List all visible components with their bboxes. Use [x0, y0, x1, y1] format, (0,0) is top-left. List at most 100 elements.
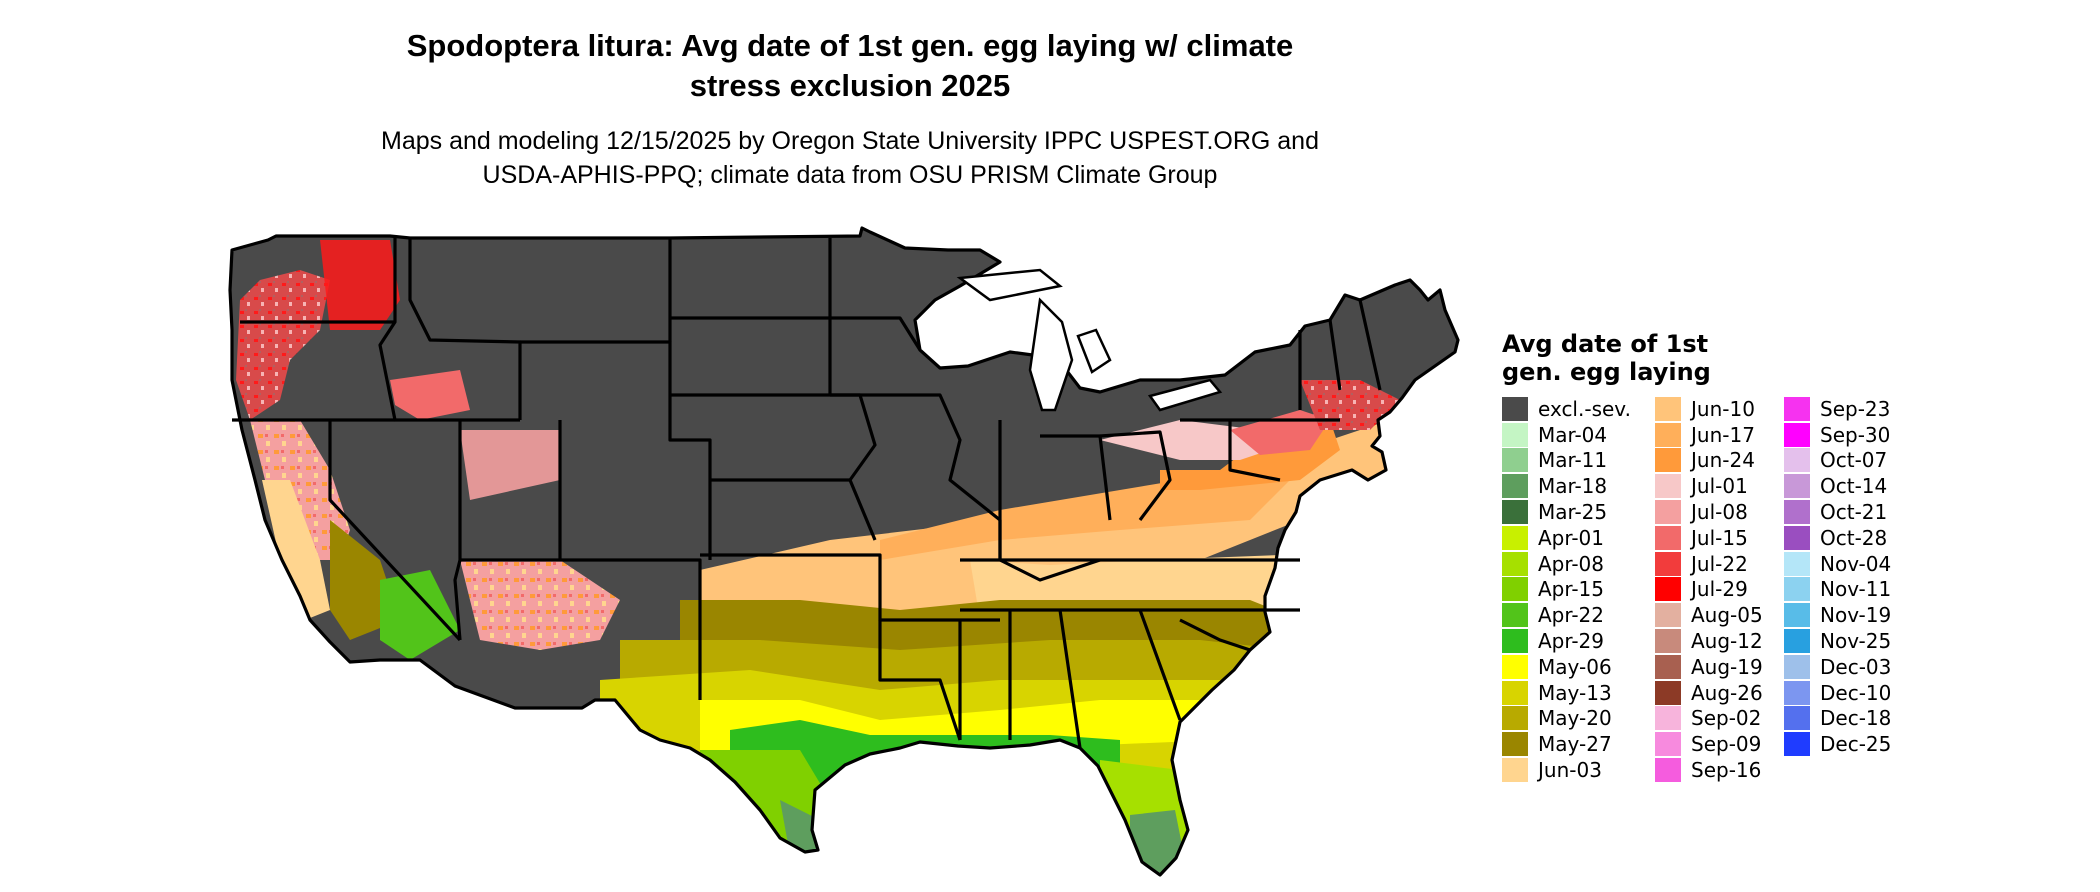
legend-item: Dec-25 [1784, 731, 1891, 757]
legend-swatch [1655, 500, 1681, 525]
legend-swatch [1655, 654, 1681, 679]
legend-label: Mar-18 [1538, 474, 1608, 499]
legend-item: Jul-29 [1655, 577, 1763, 603]
legend-swatch [1655, 577, 1681, 602]
legend-item: Jul-22 [1655, 551, 1763, 577]
legend-swatch [1655, 448, 1681, 473]
legend-item: Nov-11 [1784, 577, 1891, 603]
lake-huron [1076, 328, 1112, 374]
legend-swatch [1784, 732, 1810, 757]
legend-swatch [1655, 551, 1681, 576]
legend-label: Apr-22 [1538, 603, 1604, 628]
legend-swatch [1784, 396, 1810, 421]
legend-label: Jul-15 [1691, 525, 1748, 550]
legend-swatch [1502, 500, 1528, 525]
lake-superior [956, 268, 1063, 302]
legend-swatch [1502, 680, 1528, 705]
legend-item: Jul-01 [1655, 473, 1763, 499]
legend-label: Oct-07 [1820, 448, 1888, 473]
legend-title-line-2: gen. egg laying [1502, 358, 1711, 386]
legend-swatch [1784, 654, 1810, 679]
legend-item: Jun-24 [1655, 448, 1763, 474]
legend-swatch [1502, 448, 1528, 473]
legend-item: Dec-10 [1784, 680, 1891, 706]
border-ok [700, 553, 1000, 622]
border-oh [1099, 430, 1172, 521]
legend-swatch [1784, 551, 1810, 576]
legend-item: Oct-14 [1784, 473, 1891, 499]
legend-swatch [1655, 422, 1681, 447]
legend-label: Apr-15 [1538, 577, 1604, 602]
legend-label: Dec-18 [1820, 706, 1892, 731]
border-pa-md [1180, 418, 1340, 482]
legend-swatch [1502, 396, 1528, 421]
zone-northeast-coast [1300, 380, 1400, 430]
legend-swatch [1655, 706, 1681, 731]
legend-item: Apr-29 [1502, 628, 1631, 654]
zone-pacific-nw [236, 270, 330, 420]
zone-arizona-nm [460, 560, 620, 650]
legend-swatch [1655, 680, 1681, 705]
legend-item: Aug-12 [1655, 628, 1763, 654]
legend-swatch [1502, 474, 1528, 499]
legend-item: Jul-15 [1655, 525, 1763, 551]
subtitle-line-2: USDA-APHIS-PPQ; climate data from OSU PR… [482, 161, 1218, 189]
legend-label: Mar-04 [1538, 422, 1608, 447]
border-il [998, 420, 1101, 582]
legend-label: May-27 [1538, 732, 1612, 757]
border-ga-sc [1179, 618, 1251, 652]
border-montana-idaho [408, 238, 522, 420]
legend-swatch [1502, 706, 1528, 731]
title-line-1: Spodoptera litura: Avg date of 1st gen. … [406, 28, 1294, 63]
legend-label: Nov-11 [1820, 577, 1892, 602]
zone-california-valley [262, 480, 330, 620]
legend-item: Sep-23 [1784, 396, 1891, 422]
legend-item: Jun-03 [1502, 757, 1631, 783]
border-ar-la [878, 620, 962, 741]
legend-label: Nov-04 [1820, 551, 1892, 576]
legend-item: Oct-21 [1784, 499, 1891, 525]
legend-swatch [1655, 525, 1681, 550]
us-outline [228, 226, 1460, 877]
border-new-england [1298, 299, 1382, 410]
legend-label: May-20 [1538, 706, 1612, 731]
legend-label: May-06 [1538, 654, 1612, 679]
legend-swatch [1784, 525, 1810, 550]
legend-swatch [1784, 422, 1810, 447]
legend-swatch [1784, 448, 1810, 473]
legend-label: Jul-01 [1691, 474, 1748, 499]
legend-item: Aug-19 [1655, 654, 1763, 680]
legend-label: Nov-19 [1820, 603, 1892, 628]
legend-label: Apr-08 [1538, 551, 1604, 576]
border-idaho [378, 236, 520, 422]
legend-item: May-27 [1502, 731, 1631, 757]
border-gulf-states [958, 609, 1182, 749]
legend-label: excl.-sev. [1538, 396, 1631, 421]
legend-item: Dec-03 [1784, 654, 1891, 680]
legend-item: Apr-22 [1502, 602, 1631, 628]
legend-label: Apr-29 [1538, 629, 1604, 654]
legend-label: Mar-11 [1538, 448, 1608, 473]
legend-label: Jun-24 [1691, 448, 1755, 473]
border-nv-ut-az [453, 420, 462, 641]
legend-label: Oct-28 [1820, 525, 1888, 550]
legend-item: Sep-09 [1655, 731, 1763, 757]
state-borders [228, 226, 1460, 877]
legend-swatch [1502, 525, 1528, 550]
legend-label: Mar-25 [1538, 500, 1608, 525]
legend-item: May-20 [1502, 706, 1631, 732]
legend-item: May-13 [1502, 680, 1631, 706]
legend-item: Dec-18 [1784, 706, 1891, 732]
zone-arizona-low [380, 570, 460, 660]
legend-label: Aug-05 [1691, 603, 1763, 628]
legend-swatch [1784, 500, 1810, 525]
legend-item: Apr-15 [1502, 577, 1631, 603]
zone-jul-29-nw [320, 240, 400, 330]
zone-jun-17 [880, 470, 1300, 560]
legend-label: Oct-14 [1820, 474, 1888, 499]
legend-label: Sep-09 [1691, 732, 1762, 757]
legend-item: Mar-25 [1502, 499, 1631, 525]
legend-item: Oct-07 [1784, 448, 1891, 474]
legend-item: May-06 [1502, 654, 1631, 680]
